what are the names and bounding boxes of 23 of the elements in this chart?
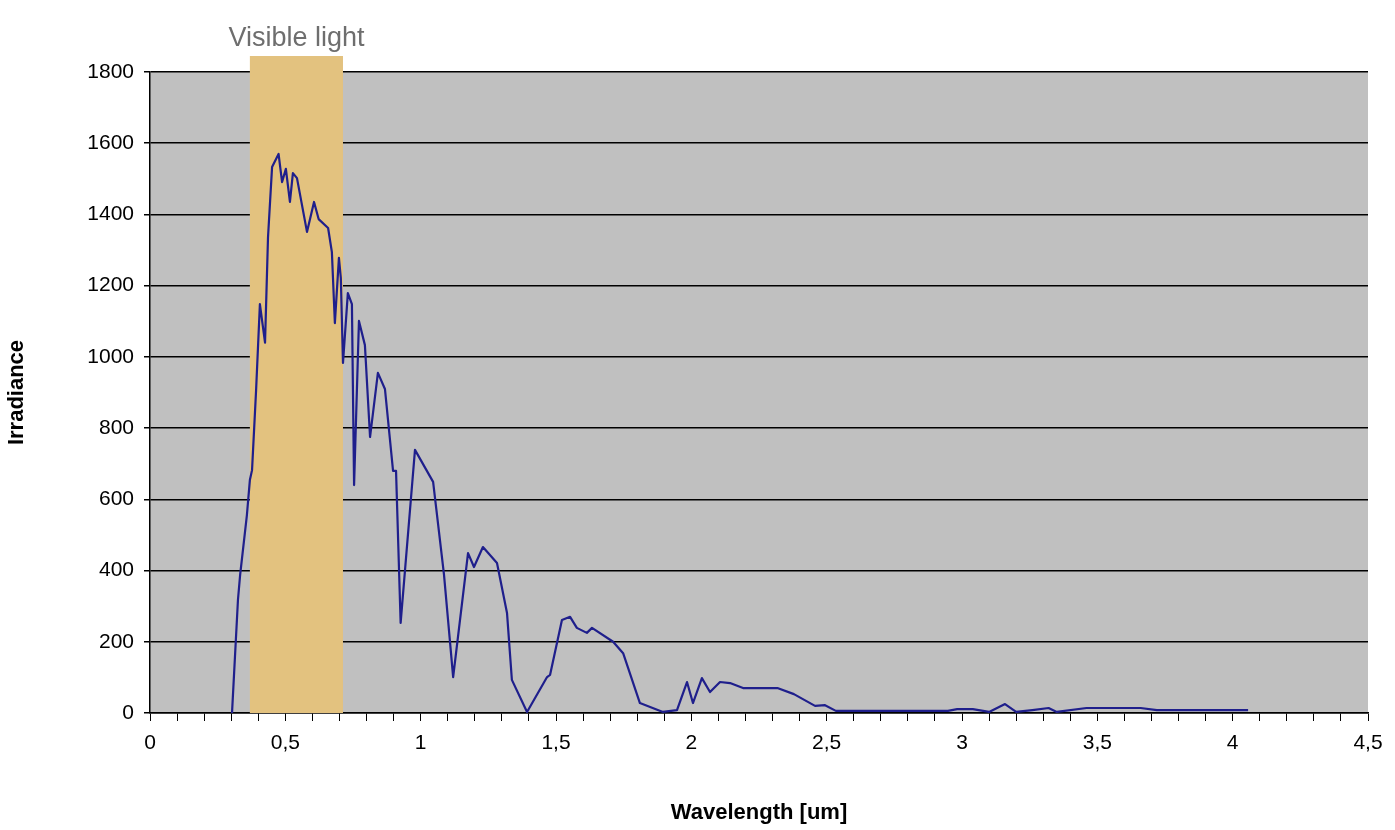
y-tick-label: 1200: [87, 272, 134, 296]
y-tick-label: 0: [122, 699, 134, 723]
x-tick-label: 1,5: [541, 730, 571, 754]
y-tick-label: 600: [98, 486, 134, 510]
x-tick-label: 4,5: [1353, 730, 1383, 754]
y-tick-label: 400: [98, 557, 134, 581]
y-tick-label: 1000: [87, 343, 134, 367]
y-axis-title: Irradiance: [3, 339, 29, 446]
band-label: Visible light: [228, 21, 365, 52]
x-tick-label: 2: [685, 730, 698, 754]
x-tick-label: 3: [956, 730, 968, 754]
x-tick-label: 4: [1226, 730, 1239, 754]
x-tick-label: 0: [144, 730, 156, 754]
x-tick-label: 0,5: [270, 730, 300, 754]
y-tick-label: 200: [98, 628, 134, 652]
y-tick-label: 1400: [87, 201, 134, 225]
x-tick-label: 3,5: [1082, 730, 1112, 754]
x-tick-label: 2,5: [812, 730, 842, 754]
y-tick-label: 1800: [87, 58, 134, 82]
y-tick-label: 800: [98, 414, 134, 438]
y-tick-label: 1600: [87, 130, 134, 154]
x-axis-title: Wavelength [um]: [670, 798, 848, 824]
x-tick-label: 1: [414, 730, 427, 754]
